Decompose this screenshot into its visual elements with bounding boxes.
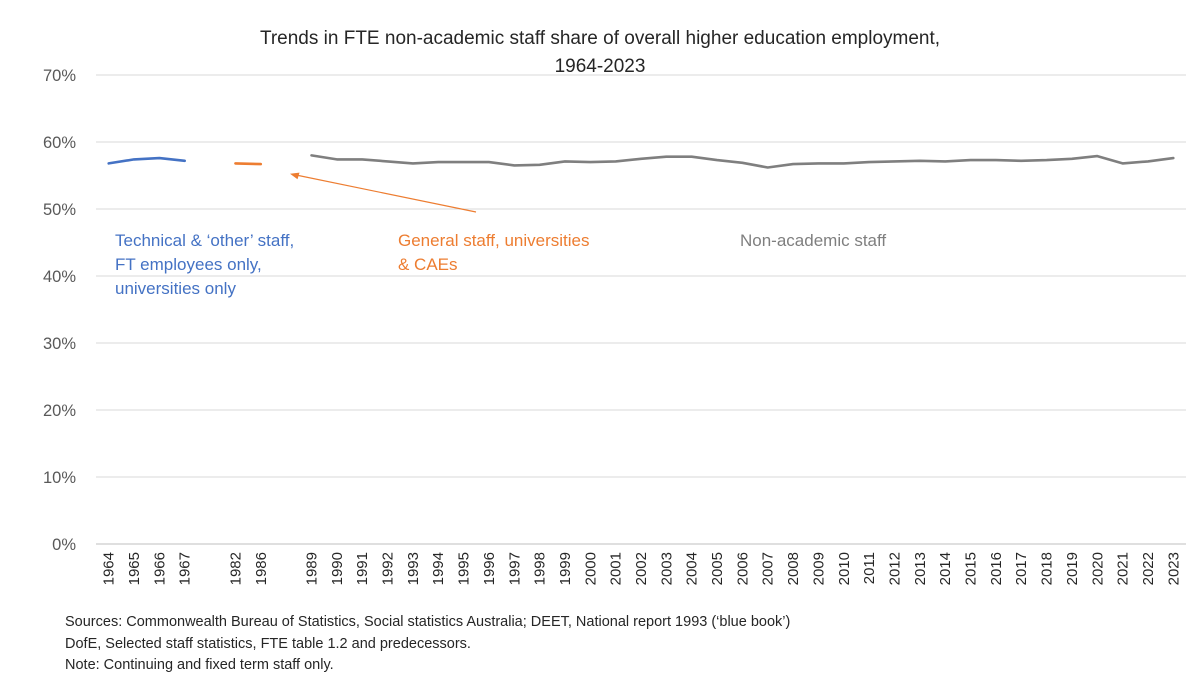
x-tick-label: 2013 <box>912 552 929 585</box>
series-label-line: General staff, universities <box>398 231 590 250</box>
x-tick-label: 1966 <box>151 552 168 585</box>
x-tick-label: 2014 <box>937 552 954 585</box>
y-tick-label: 20% <box>43 402 76 420</box>
x-tick-label: 2002 <box>633 552 650 585</box>
footnote: Note: Continuing and fixed term staff on… <box>65 657 334 673</box>
x-tick-label: 1994 <box>430 552 447 585</box>
x-tick-label: 1982 <box>227 552 244 585</box>
x-tick-label: 1964 <box>101 552 118 585</box>
x-tick-label: 2019 <box>1064 552 1081 585</box>
y-tick-label: 50% <box>43 201 76 219</box>
x-tick-label: 2008 <box>785 552 802 585</box>
x-tick-label: 2004 <box>684 552 701 585</box>
y-tick-label: 40% <box>43 268 76 286</box>
x-tick-label: 1992 <box>380 552 397 585</box>
x-tick-label: 2021 <box>1115 552 1132 585</box>
y-tick-label: 60% <box>43 134 76 152</box>
gridlines <box>96 74 1186 545</box>
series-line-1 <box>234 162 263 166</box>
x-tick-label: 2023 <box>1165 552 1182 585</box>
x-tick-label: 1997 <box>506 552 523 585</box>
x-tick-label: 1989 <box>303 552 320 585</box>
x-tick-label: 2022 <box>1140 552 1157 585</box>
chart-title-line-2: 1964-2023 <box>554 56 646 77</box>
x-tick-label: 1996 <box>481 552 498 585</box>
x-tick-label: 1986 <box>253 552 270 585</box>
x-tick-label: 2007 <box>760 552 777 585</box>
series-label-technical-staff: Technical & ‘other’ staff, FT employees … <box>115 229 294 301</box>
y-tick-label: 30% <box>43 335 76 353</box>
x-tick-label: 2005 <box>709 552 726 585</box>
x-tick-label: 2011 <box>861 552 878 584</box>
x-tick-label: 1998 <box>532 552 549 585</box>
series-label-line: Technical & ‘other’ staff, <box>115 231 295 250</box>
y-tick-label: 10% <box>43 469 76 487</box>
x-tick-label: 2010 <box>836 552 853 585</box>
x-tick-label: 2016 <box>988 552 1005 585</box>
y-axis-ticks: 0% 10% 20% 30% 40% 50% 60% 70% <box>43 67 76 554</box>
annotation-arrow <box>295 174 477 213</box>
x-tick-label: 1965 <box>126 552 143 585</box>
x-tick-label: 2009 <box>810 552 827 585</box>
series-label-line: Non-academic staff <box>740 231 887 250</box>
x-tick-label: 2001 <box>608 552 625 585</box>
y-tick-label: 0% <box>52 536 76 554</box>
series-label-line: universities only <box>115 279 236 298</box>
x-tick-label: 2006 <box>734 552 751 585</box>
series-label-line: & CAEs <box>398 255 458 274</box>
x-axis-ticks: 1964 1965 1966 1967 1982 1986 1989 1990 1991 1992… <box>101 552 1183 585</box>
x-tick-label: 1999 <box>557 552 574 585</box>
x-tick-label: 1967 <box>177 552 194 585</box>
x-tick-label: 1991 <box>354 552 371 585</box>
series-lines <box>107 154 1175 169</box>
series-line-2 <box>310 154 1175 169</box>
source-note: Sources: Commonwealth Bureau of Statisti… <box>65 614 791 630</box>
x-tick-label: 1990 <box>329 552 346 585</box>
chart-title-line-1: Trends in FTE non-academic staff share o… <box>259 28 941 49</box>
series-line-0 <box>107 156 186 165</box>
x-tick-label: 2020 <box>1089 552 1106 585</box>
source-note: DofE, Selected staff statistics, FTE tab… <box>65 636 471 652</box>
x-tick-label: 2017 <box>1013 552 1030 585</box>
series-label-non-academic-staff: Non-academic staff <box>740 229 886 253</box>
x-tick-label: 2018 <box>1039 552 1056 585</box>
y-tick-label: 70% <box>43 67 76 85</box>
x-tick-label: 2000 <box>582 552 599 585</box>
x-tick-label: 1993 <box>405 552 422 585</box>
series-label-general-staff: General staff, universities & CAEs <box>398 229 590 277</box>
x-tick-label: 2015 <box>963 552 980 585</box>
x-tick-label: 1995 <box>456 552 473 585</box>
series-label-line: FT employees only, <box>115 255 262 274</box>
annotation-arrowhead <box>290 172 300 180</box>
x-tick-label: 2012 <box>886 552 903 585</box>
x-tick-label: 2003 <box>658 552 675 585</box>
